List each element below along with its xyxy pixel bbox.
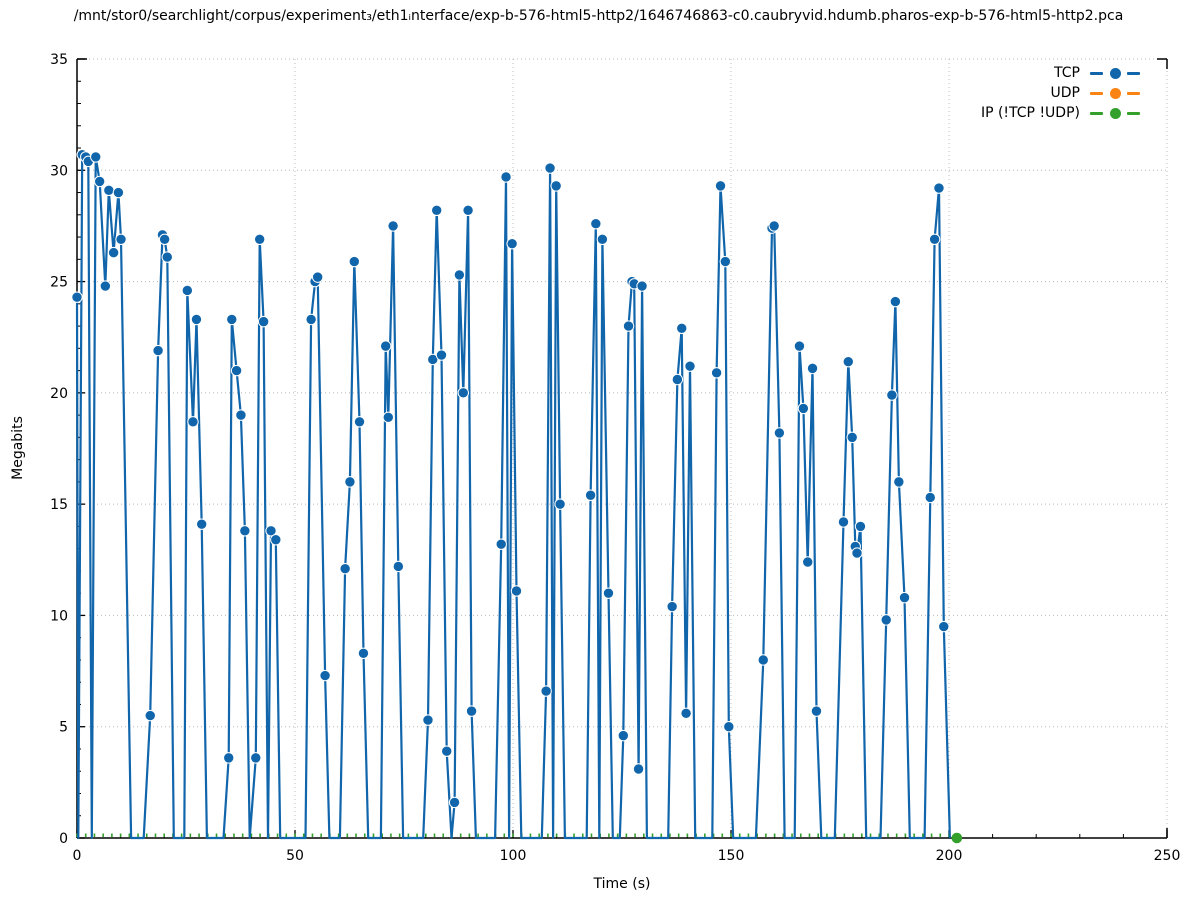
legend-label-udp: UDP — [1050, 85, 1080, 101]
axes — [76, 58, 1168, 839]
udp-key-line-right — [1127, 91, 1140, 95]
chart-title: /mnt/stor0/searchlight/corpus/experiment… — [73, 8, 1124, 24]
legend-label-tcp: TCP — [1054, 65, 1080, 81]
tcp-key-line-left — [1090, 71, 1103, 75]
data-series — [71, 149, 963, 844]
tcp-key-dot — [1109, 67, 1121, 79]
svg-text:200: 200 — [936, 848, 963, 864]
udp-key-dot — [1109, 87, 1121, 99]
svg-text:10: 10 — [50, 608, 68, 624]
legend-item-tcp: TCP — [981, 63, 1140, 83]
legend: TCP UDP IP (!TCP !UDP) — [981, 63, 1140, 123]
svg-text:15: 15 — [50, 497, 68, 513]
tcp-line-dot-icon — [1090, 67, 1140, 79]
svg-text:50: 50 — [286, 848, 304, 864]
svg-text:100: 100 — [500, 848, 527, 864]
x-axis-label: Time (s) — [593, 876, 651, 892]
legend-item-ip: IP (!TCP !UDP) — [981, 103, 1140, 123]
ip-key-line-right — [1127, 111, 1140, 115]
grid-lines — [77, 58, 1168, 838]
svg-text:0: 0 — [73, 848, 82, 864]
ip-key-dot — [1109, 107, 1121, 119]
svg-text:250: 250 — [1154, 848, 1181, 864]
svg-text:35: 35 — [50, 52, 68, 68]
svg-text:25: 25 — [50, 275, 68, 291]
svg-text:5: 5 — [59, 720, 68, 736]
ip-line-dot-icon — [1090, 107, 1140, 119]
svg-text:150: 150 — [718, 848, 745, 864]
svg-text:30: 30 — [50, 163, 68, 179]
svg-text:0: 0 — [59, 831, 68, 847]
udp-line-dot-icon — [1090, 87, 1140, 99]
tcp-key-line-right — [1127, 71, 1140, 75]
ip-key-line-left — [1090, 111, 1103, 115]
legend-item-udp: UDP — [981, 83, 1140, 103]
y-axis-label: Megabits — [10, 416, 26, 480]
svg-text:20: 20 — [50, 386, 68, 402]
legend-label-ip: IP (!TCP !UDP) — [980, 105, 1080, 121]
udp-key-line-left — [1090, 91, 1103, 95]
tick-labels: 0 5 10 15 20 25 30 35 0 50 100 150 200 250 — [50, 52, 1180, 864]
